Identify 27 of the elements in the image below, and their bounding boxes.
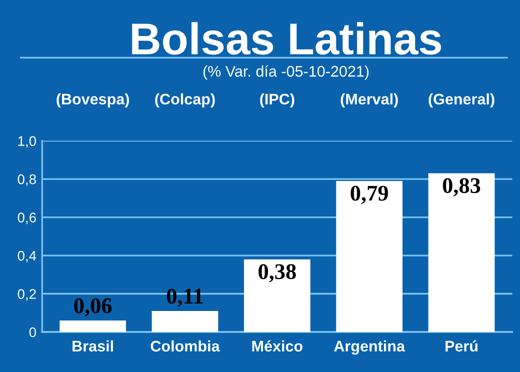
data-label: 0,79 xyxy=(350,186,388,204)
y-tick-label: 0,6 xyxy=(18,212,36,224)
y-tick-label: 1,0 xyxy=(18,136,36,148)
text: (Colcap) xyxy=(155,93,215,108)
y-tick-label: 0,8 xyxy=(18,174,36,186)
y-tick-label: 0 xyxy=(29,327,36,338)
bar xyxy=(428,173,495,332)
bar xyxy=(60,320,126,332)
bar xyxy=(244,259,310,332)
x-tick-label: Argentina xyxy=(334,340,406,355)
data-label: 0,06 xyxy=(74,298,112,316)
x-tick-label: Colombia xyxy=(150,340,220,352)
text: (Bovespa) xyxy=(56,93,129,108)
y-tick-label: 0,4 xyxy=(18,250,36,262)
text: (IPC) xyxy=(260,93,294,108)
data-label: 0,38 xyxy=(258,264,296,282)
x-tick-label: Brasil xyxy=(72,340,113,352)
chart-subtitle: (% Var. día -05-10-2021) xyxy=(203,65,369,80)
text: (General) xyxy=(428,93,494,108)
bar xyxy=(152,310,218,332)
chart-title: Bolsas Latinas xyxy=(132,22,442,55)
x-tick-label: México xyxy=(252,340,302,352)
text: (Merval) xyxy=(340,93,398,108)
bar xyxy=(336,180,403,332)
y-tick-label: 0,2 xyxy=(18,289,36,301)
data-label: 0,83 xyxy=(442,178,480,196)
x-tick-label: Perú xyxy=(446,340,478,352)
